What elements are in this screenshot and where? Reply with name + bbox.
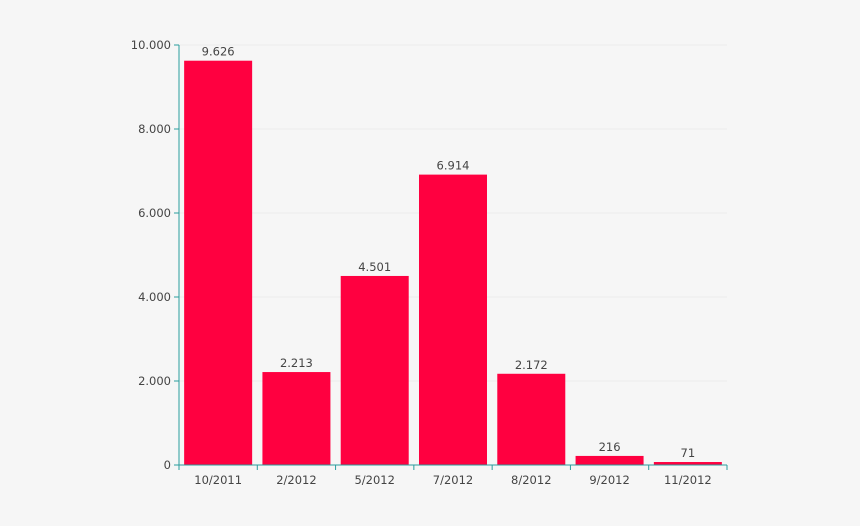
data-label: 216 <box>599 440 621 454</box>
data-label: 9.626 <box>202 45 235 59</box>
y-axis-ticks: 0 2.000 4.000 6.000 8.000 10.000 <box>131 38 179 472</box>
bar <box>575 455 644 465</box>
x-tick-label: 11/2012 <box>664 473 712 487</box>
bar <box>497 373 566 465</box>
axes <box>178 45 727 466</box>
x-tick-label: 10/2011 <box>194 473 242 487</box>
bar <box>184 60 253 465</box>
x-tick-label: 2/2012 <box>276 473 316 487</box>
x-tick-label: 9/2012 <box>589 473 629 487</box>
data-labels: 9.626 2.213 4.501 6.914 2.172 216 71 <box>202 45 696 460</box>
x-tick-label: 8/2012 <box>511 473 551 487</box>
x-tick-label: 7/2012 <box>433 473 473 487</box>
y-tick-label: 2.000 <box>138 374 171 388</box>
bar <box>262 372 331 465</box>
bar <box>340 275 409 465</box>
y-tick-label: 0 <box>164 458 171 472</box>
y-tick-label: 8.000 <box>138 122 171 136</box>
bar <box>419 174 487 465</box>
bar <box>653 462 722 465</box>
y-tick-label: 4.000 <box>138 290 171 304</box>
data-label: 71 <box>681 446 696 460</box>
y-tick-label: 6.000 <box>138 206 171 220</box>
y-tick-label: 10.000 <box>131 38 171 52</box>
x-tick-label: 5/2012 <box>354 473 394 487</box>
data-label: 2.172 <box>515 358 548 372</box>
data-label: 4.501 <box>358 260 391 274</box>
data-label: 2.213 <box>280 356 313 370</box>
bars <box>184 60 722 465</box>
x-axis-ticks: 10/2011 2/2012 5/2012 7/2012 8/2012 9/2012 11/… <box>178 465 728 487</box>
data-label: 6.914 <box>437 159 470 173</box>
